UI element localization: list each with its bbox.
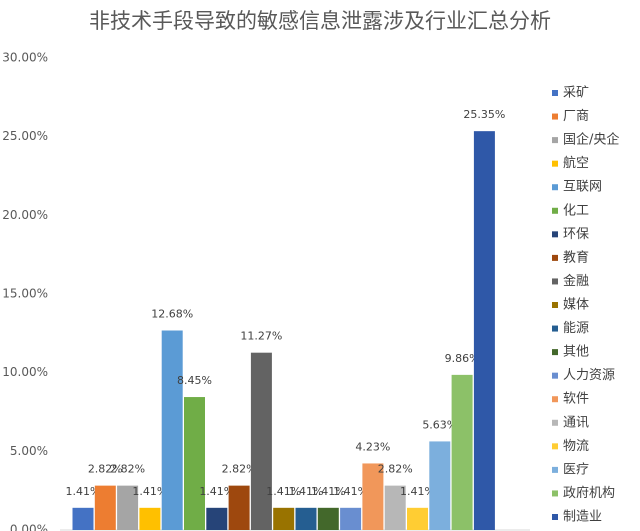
bar [117, 485, 139, 530]
legend-label: 医疗 [563, 462, 589, 477]
value-label: 2.82% [88, 463, 123, 476]
legend-swatch [552, 184, 558, 191]
legend-label: 能源 [563, 321, 589, 336]
y-tick-label: 5.00% [10, 444, 48, 458]
bar [228, 485, 250, 530]
bar [72, 507, 94, 530]
bar [473, 131, 495, 530]
legend-label: 媒体 [563, 298, 589, 313]
legend-swatch [552, 466, 558, 473]
y-tick-label: 10.00% [2, 365, 48, 379]
legend-swatch [552, 302, 558, 308]
legend-label: 其他 [563, 345, 589, 360]
legend-swatch [552, 325, 558, 332]
legend-swatch [552, 137, 558, 144]
legend-swatch [552, 160, 558, 167]
legend-label: 化工 [563, 203, 589, 218]
y-tick-label: 15.00% [2, 287, 48, 301]
bar [384, 485, 406, 530]
value-label: 1.41% [400, 485, 435, 498]
legend-label: 通讯 [563, 415, 589, 430]
legend-swatch [552, 419, 558, 426]
bar [94, 485, 116, 530]
legend-swatch [552, 231, 558, 238]
legend-swatch [552, 349, 558, 356]
value-label: 1.41% [132, 485, 167, 498]
bar [362, 463, 384, 530]
bar [273, 507, 295, 530]
value-label: 2.82% [378, 463, 413, 476]
legend-label: 政府机构 [563, 486, 615, 501]
bar [139, 507, 161, 530]
legend-label: 人力资源 [563, 368, 615, 383]
value-label: 9.86% [445, 352, 480, 365]
value-label: 8.45% [177, 374, 212, 387]
legend-label: 金融 [563, 273, 589, 289]
bar [429, 441, 451, 530]
bar [295, 507, 317, 530]
value-label: 5.63% [422, 418, 457, 431]
value-label: 1.41% [66, 485, 101, 498]
legend-label: 采矿 [563, 86, 589, 101]
value-label: 1.41% [333, 485, 368, 498]
chart-title: 非技术手段导致的敏感信息泄露涉及行业汇总分析 [89, 9, 551, 33]
value-label: 4.23% [355, 440, 390, 453]
value-label: 2.82% [222, 463, 257, 476]
legend-swatch [552, 396, 558, 403]
legend-swatch [552, 443, 558, 450]
legend-label: 厂商 [563, 109, 589, 124]
legend-swatch [552, 372, 558, 379]
legend-swatch [552, 113, 558, 120]
bar [184, 397, 205, 530]
legend-label: 制造业 [563, 510, 602, 525]
legend-swatch [552, 207, 558, 214]
legend-swatch [552, 514, 558, 520]
bar [451, 374, 473, 530]
bar [407, 507, 428, 530]
value-label: 11.27% [240, 330, 282, 343]
value-label: 1.41% [311, 485, 346, 498]
value-label: 1.41% [289, 485, 324, 498]
value-label: 25.35% [463, 108, 505, 121]
value-label: 1.41% [199, 485, 234, 498]
legend-swatch [552, 490, 558, 497]
legend-label: 软件 [563, 392, 589, 407]
legend-swatch [552, 278, 558, 285]
legend-label: 互联网 [563, 180, 602, 195]
value-label: 12.68% [151, 308, 193, 321]
bar [161, 330, 183, 530]
bar [317, 507, 339, 530]
legend-label: 环保 [563, 227, 589, 242]
y-tick-label: 25.00% [2, 129, 48, 143]
bar [206, 507, 228, 530]
legend-swatch [552, 254, 558, 261]
y-tick-label: 0.00% [10, 523, 48, 531]
y-tick-label: 30.00% [2, 51, 48, 65]
bar [340, 507, 362, 530]
bar [250, 352, 272, 530]
legend-label: 物流 [563, 439, 589, 454]
legend-swatch [552, 90, 558, 96]
legend-label: 国企/央企 [563, 132, 619, 148]
y-tick-label: 20.00% [2, 208, 48, 222]
value-label: 1.41% [266, 485, 301, 498]
legend-label: 教育 [563, 249, 589, 265]
value-label: 2.82% [110, 463, 145, 476]
legend-label: 航空 [563, 155, 589, 171]
